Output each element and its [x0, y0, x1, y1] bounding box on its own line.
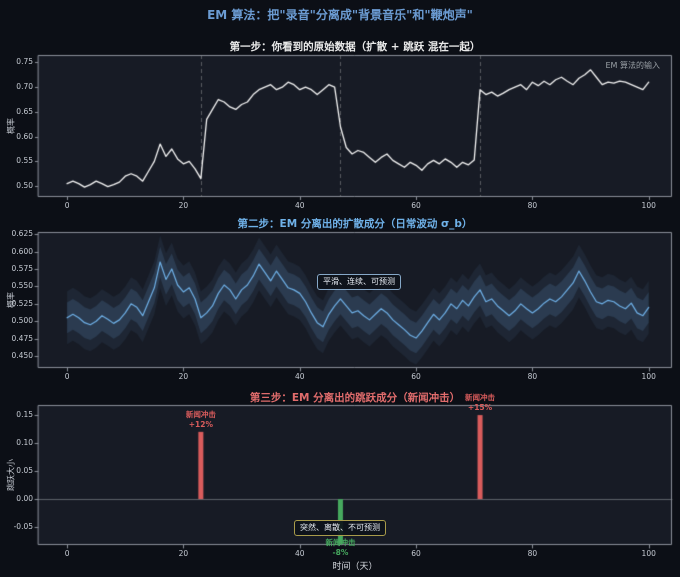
x-tick-label: 60 [411, 372, 421, 381]
y-tick-label: 0.75 [16, 57, 33, 67]
step3-title: 第三步：EM 分离出的跳跃成分（新闻冲击） [249, 392, 461, 404]
x-tick-label: 40 [294, 372, 305, 381]
y-tick-label: 0.60 [16, 131, 33, 141]
x-axis-label: 时间（天） [332, 562, 378, 572]
jump-value-label: +15% [467, 403, 493, 413]
x-tick-label: 40 [294, 201, 305, 210]
jump-label: 新闻冲击 [325, 537, 356, 547]
x-tick-label: 60 [411, 201, 421, 210]
y-tick-label: 0.525 [11, 298, 33, 308]
x-tick-label: 100 [641, 201, 656, 210]
jump-value-label: -8% [332, 547, 349, 557]
jump-label: 新闻冲击 [465, 393, 496, 403]
y-tick-label: 0.15 [16, 410, 33, 420]
x-tick-label: 80 [527, 549, 538, 558]
y-tick-label: 0.550 [11, 281, 33, 291]
y-tick-label: 0.50 [16, 181, 33, 191]
jump-value-label: +12% [188, 419, 213, 429]
y-tick-label: 0.55 [16, 156, 33, 166]
y-tick-label: 0.575 [11, 263, 33, 273]
y-tick-label: 0.600 [11, 246, 33, 256]
diffusion-annotation-box: 平滑、连续、可预测 [317, 274, 401, 290]
x-tick-label: 0 [64, 549, 70, 558]
y-tick-label: 0.10 [16, 438, 33, 448]
y-tick-label: 0.450 [11, 351, 33, 361]
x-tick-label: 80 [527, 201, 538, 210]
x-tick-label: 20 [178, 201, 189, 210]
step3-y-axis-label: 跳跃大小 [6, 459, 16, 491]
y-tick-label: 0.475 [11, 333, 33, 343]
jump-label: 新闻冲击 [185, 409, 216, 419]
y-tick-label: 0.00 [16, 494, 33, 504]
y-tick-label: -0.05 [13, 522, 33, 532]
x-tick-label: 100 [641, 549, 656, 558]
x-tick-label: 20 [178, 549, 189, 558]
em-input-note: EM 算法的输入 [605, 61, 661, 70]
y-tick-label: 0.70 [16, 82, 33, 92]
figure-title: EM 算法：把"录音"分离成"背景音乐"和"鞭炮声" [207, 8, 473, 22]
x-tick-label: 0 [64, 201, 70, 210]
x-tick-label: 100 [641, 372, 656, 381]
step1-y-axis-label: 概率 [6, 118, 16, 134]
x-tick-label: 0 [64, 372, 70, 381]
jump-annotation-box: 突然、离散、不可预测 [294, 520, 386, 536]
step2-title: 第二步：EM 分离出的扩散成分（日常波动 σ_b） [237, 218, 473, 230]
x-tick-label: 80 [527, 372, 538, 381]
y-tick-label: 0.500 [11, 316, 33, 326]
step1-title: 第一步：你看到的原始数据（扩散 + 跳跃 混在一起） [229, 41, 481, 53]
y-tick-label: 0.05 [16, 466, 33, 476]
y-tick-label: 0.625 [11, 229, 33, 239]
y-tick-label: 0.65 [16, 106, 33, 116]
x-tick-label: 20 [178, 372, 189, 381]
x-tick-label: 40 [294, 549, 305, 558]
x-tick-label: 60 [411, 549, 421, 558]
